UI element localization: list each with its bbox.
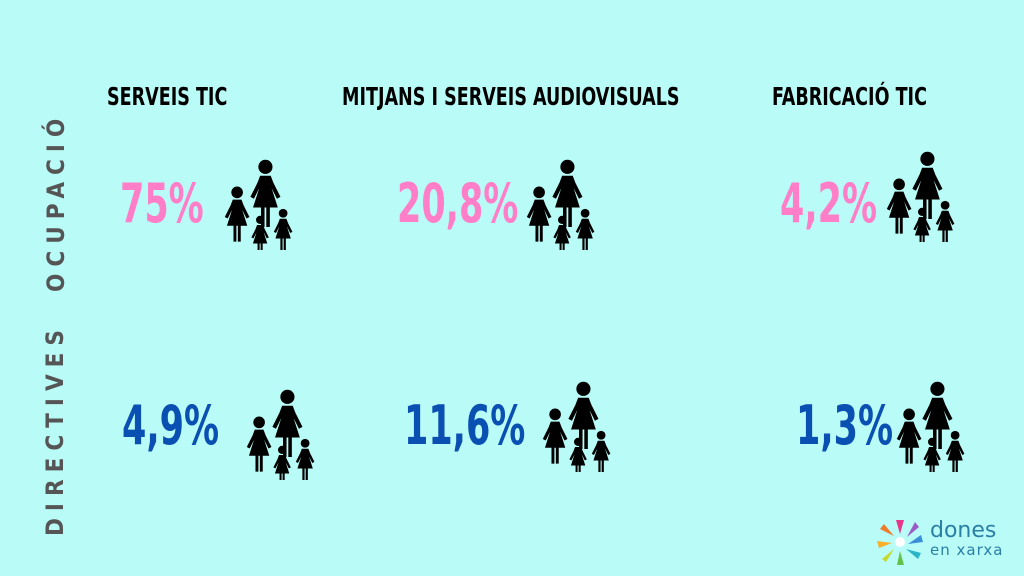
family-icon [536, 380, 622, 472]
family-icon [218, 158, 304, 250]
ocupacio-serveis-tic-value: 75% [120, 172, 204, 235]
directives-audiovisuals-value: 11,6% [404, 394, 526, 457]
family-icon [880, 150, 966, 242]
logo-line1: dones [930, 518, 997, 543]
column-header-serveis-tic: SERVEIS TIC [107, 82, 228, 111]
ocupacio-fabricacio-tic-value: 4,2% [780, 172, 878, 235]
family-icon [520, 158, 606, 250]
directives-fabricacio-tic-value: 1,3% [796, 394, 894, 457]
logo-text: dones en xarxa [930, 520, 1003, 559]
column-header-mitjans-audiovisuals: MITJANS I SERVEIS AUDIOVISUALS [342, 82, 680, 111]
dones-logo-icon [877, 520, 923, 565]
column-header-fabricacio-tic: FABRICACIÓ TIC [772, 82, 927, 111]
family-icon [890, 380, 976, 472]
family-icon [240, 388, 326, 480]
directives-serveis-tic-value: 4,9% [122, 394, 220, 457]
ocupacio-audiovisuals-value: 20,8% [397, 172, 519, 235]
logo-line2: en xarxa [930, 541, 1004, 559]
row-label-directives: DIRECTIVES [41, 323, 69, 536]
row-label-ocupacio: OCUPACIÓ [42, 111, 70, 292]
